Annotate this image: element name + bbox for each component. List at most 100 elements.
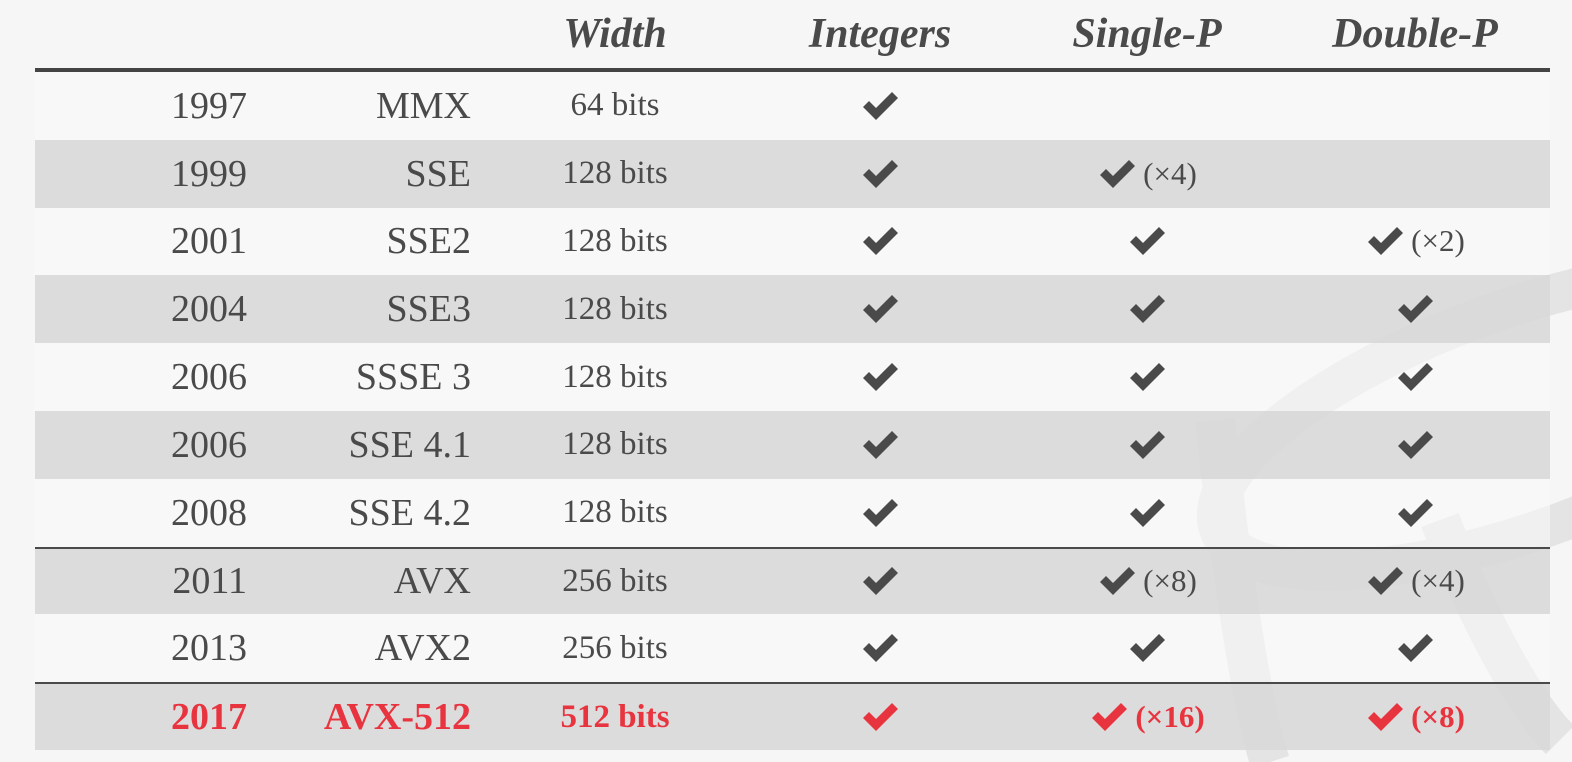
row-integers-support <box>780 72 980 140</box>
row-integers-support <box>780 549 980 615</box>
row-extension-name: SSE2 <box>386 220 471 263</box>
row-single-precision-support <box>1047 411 1247 479</box>
row-register-width: 128 bits <box>562 290 668 327</box>
table-row: 2013 AVX2 256 bits <box>35 614 1550 683</box>
row-year: 2011 <box>172 560 247 603</box>
row-single-precision-support <box>1047 72 1247 140</box>
row-double-precision-support: (×2) <box>1315 208 1515 276</box>
checkmark-icon <box>860 361 900 393</box>
lane-multiplier: (×4) <box>1143 155 1197 191</box>
row-extension-name: SSE 4.1 <box>348 423 471 466</box>
row-single-precision-support: (×16) <box>1047 684 1247 750</box>
row-single-precision-support <box>1047 479 1247 547</box>
checkmark-icon <box>1127 361 1167 393</box>
table-row: 2006 SSSE 3 128 bits <box>35 343 1550 411</box>
checkmark-icon <box>1395 632 1435 664</box>
row-double-precision-support: (×4) <box>1315 549 1515 615</box>
lane-multiplier: (×8) <box>1411 699 1465 735</box>
row-register-width: 128 bits <box>562 222 668 259</box>
row-register-width: 128 bits <box>562 426 668 463</box>
header-double-precision: Double-P <box>1332 11 1498 57</box>
table-row: 2017 AVX-512 512 bits (×16) (×8) <box>35 682 1550 750</box>
lane-multiplier: (×4) <box>1411 563 1465 599</box>
row-register-width: 256 bits <box>562 629 668 666</box>
simd-extensions-table: Width Integers Single-P Double-P 1997 MMX… <box>35 0 1550 750</box>
checkmark-icon <box>1127 293 1167 325</box>
table-row: 2008 SSE 4.2 128 bits <box>35 478 1550 547</box>
lane-multiplier: (×8) <box>1143 563 1197 599</box>
row-double-precision-support <box>1315 140 1515 208</box>
checkmark-icon <box>1395 497 1435 529</box>
table-row: 2001 SSE2 128 bits (×2) <box>35 207 1550 276</box>
row-register-width: 128 bits <box>562 358 668 395</box>
row-double-precision-support <box>1315 275 1515 343</box>
table-row: 2011 AVX 256 bits (×8) (×4) <box>35 546 1550 615</box>
row-integers-support <box>780 614 980 682</box>
row-single-precision-support <box>1047 275 1247 343</box>
header-single-precision: Single-P <box>1072 11 1222 57</box>
row-integers-support <box>780 140 980 208</box>
row-extension-name: SSE3 <box>386 288 471 331</box>
checkmark-icon <box>860 293 900 325</box>
checkmark-icon <box>1365 225 1405 257</box>
checkmark-icon <box>1127 225 1167 257</box>
checkmark-icon <box>1365 565 1405 597</box>
row-single-precision-support <box>1047 343 1247 411</box>
row-extension-name: SSE 4.2 <box>348 491 471 534</box>
checkmark-icon <box>860 158 900 190</box>
checkmark-icon <box>860 225 900 257</box>
row-year: 2006 <box>171 423 247 466</box>
row-integers-support <box>780 275 980 343</box>
row-extension-name: SSSE 3 <box>355 356 471 399</box>
lane-multiplier: (×16) <box>1135 699 1205 735</box>
header-integers: Integers <box>808 11 952 57</box>
row-extension-name: AVX-512 <box>323 696 471 739</box>
row-double-precision-support <box>1315 479 1515 547</box>
checkmark-icon <box>860 565 900 597</box>
lane-multiplier: (×2) <box>1411 223 1465 259</box>
header-width: Width <box>563 11 667 57</box>
table-body: 1997 MMX 64 bits 1999 SSE 128 bits (×4) 2001 SSE… <box>35 72 1550 750</box>
checkmark-icon <box>1395 361 1435 393</box>
row-year: 2006 <box>171 356 247 399</box>
row-year: 2001 <box>171 220 247 263</box>
checkmark-icon <box>1365 701 1405 733</box>
row-double-precision-support <box>1315 614 1515 682</box>
row-year: 2008 <box>171 491 247 534</box>
checkmark-icon <box>1089 701 1129 733</box>
checkmark-icon <box>1127 497 1167 529</box>
checkmark-icon <box>1127 429 1167 461</box>
row-integers-support <box>780 411 980 479</box>
row-double-precision-support <box>1315 343 1515 411</box>
table-row: 2004 SSE3 128 bits <box>35 275 1550 344</box>
row-extension-name: MMX <box>375 84 471 127</box>
row-year: 2017 <box>171 696 247 739</box>
checkmark-icon <box>1097 158 1137 190</box>
table-row: 1997 MMX 64 bits <box>35 72 1550 140</box>
table-header: Width Integers Single-P Double-P <box>35 0 1550 72</box>
row-integers-support <box>780 343 980 411</box>
row-register-width: 64 bits <box>570 87 660 124</box>
row-register-width: 128 bits <box>562 155 668 192</box>
row-register-width: 128 bits <box>562 494 668 531</box>
row-single-precision-support: (×4) <box>1047 140 1247 208</box>
checkmark-icon <box>860 429 900 461</box>
checkmark-icon <box>860 90 900 122</box>
row-double-precision-support: (×8) <box>1315 684 1515 750</box>
row-double-precision-support <box>1315 411 1515 479</box>
row-year: 1999 <box>171 152 247 195</box>
row-integers-support <box>780 208 980 276</box>
row-register-width: 512 bits <box>560 698 670 735</box>
row-double-precision-support <box>1315 72 1515 140</box>
row-year: 2004 <box>171 288 247 331</box>
row-extension-name: AVX <box>393 560 471 603</box>
table-row: 2006 SSE 4.1 128 bits <box>35 410 1550 479</box>
checkmark-icon <box>1395 429 1435 461</box>
row-year: 1997 <box>171 84 247 127</box>
row-integers-support <box>780 479 980 547</box>
row-extension-name: SSE <box>405 152 471 195</box>
checkmark-icon <box>1097 565 1137 597</box>
checkmark-icon <box>860 701 900 733</box>
row-year: 2013 <box>171 627 247 670</box>
checkmark-icon <box>1395 293 1435 325</box>
